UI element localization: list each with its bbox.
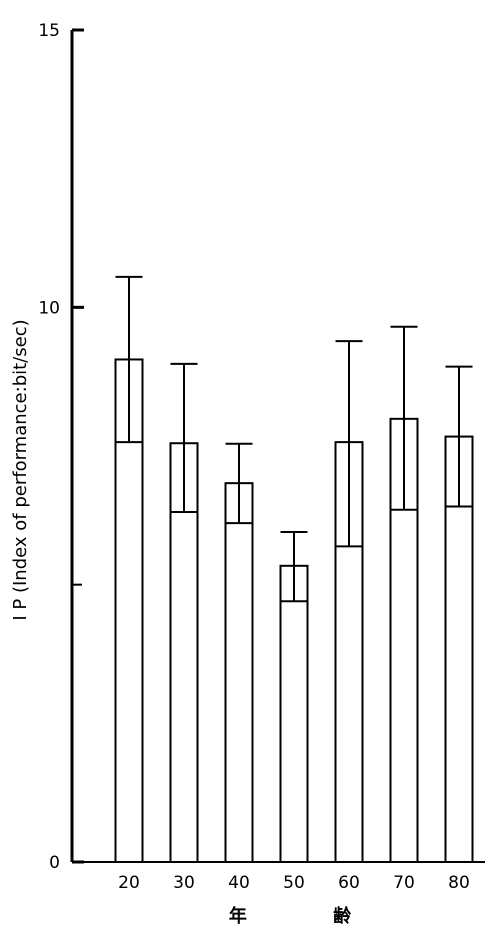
bar: [444, 435, 474, 863]
bars: [114, 358, 474, 863]
x-axis-label: 年 齢: [229, 905, 391, 927]
x-tick-label: 50: [283, 873, 305, 893]
x-tick-label: 70: [393, 873, 415, 893]
bar: [224, 482, 254, 863]
x-tick-label: 30: [173, 873, 195, 893]
y-tick-label: 0: [49, 853, 60, 873]
y-tick-label: 10: [38, 298, 60, 318]
bar: [169, 442, 199, 863]
error-bars: [115, 275, 473, 603]
bar: [279, 564, 309, 863]
x-tick-label: 40: [228, 873, 250, 893]
x-tick-label: 80: [448, 873, 470, 893]
tick-labels: 0 10 15 20 30 40 50 60 70 80: [38, 21, 469, 893]
y-axis-label: I P (Index of performance:bit/sec): [10, 319, 31, 620]
y-tick-label: 15: [38, 21, 60, 41]
x-tick-label: 20: [118, 873, 140, 893]
x-tick-label: 60: [338, 873, 360, 893]
